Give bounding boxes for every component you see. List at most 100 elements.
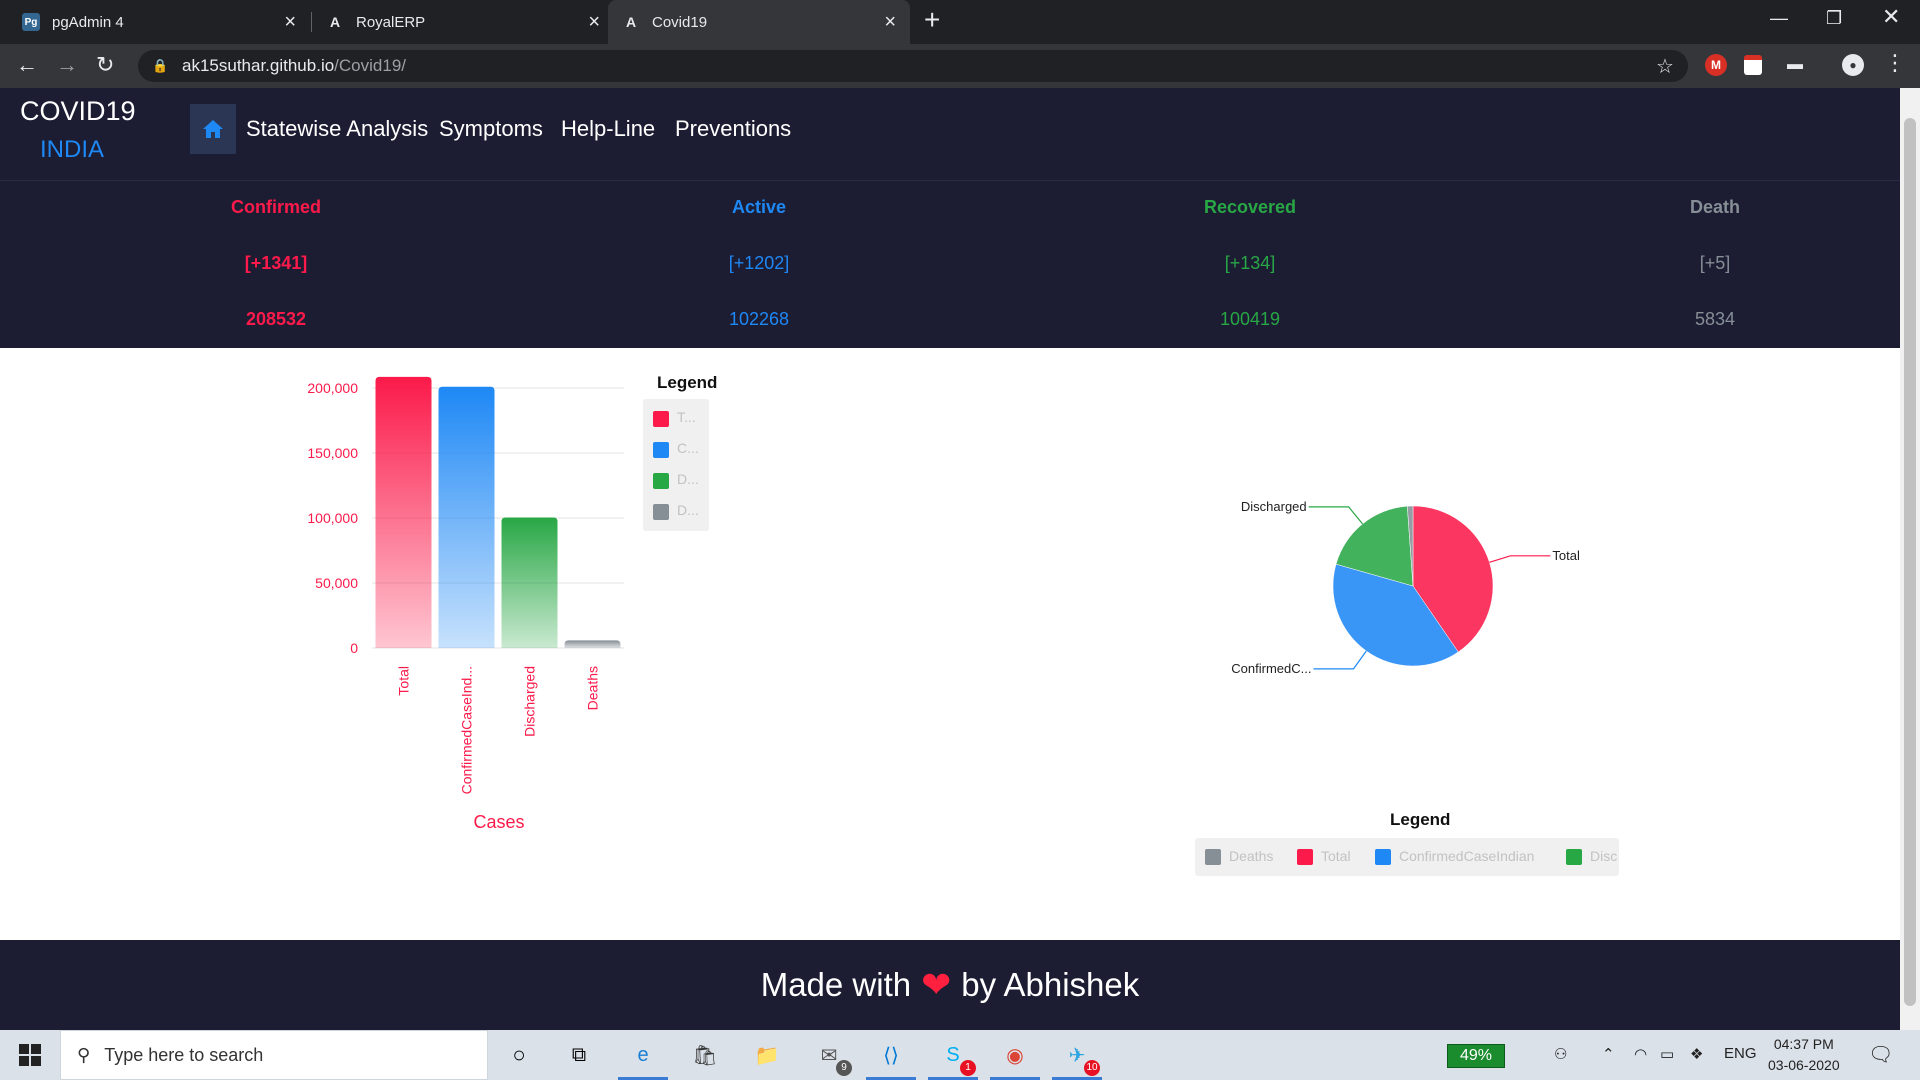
angular-icon: A xyxy=(625,14,637,30)
search-icon: ⚲ xyxy=(77,1044,91,1065)
brand-subtitle[interactable]: INDIA xyxy=(40,136,105,163)
url-host: ak15suthar.github.io xyxy=(182,56,335,75)
taskbar-search-input[interactable]: ⚲ Type here to search xyxy=(60,1030,488,1080)
dropbox-icon[interactable]: ❖ xyxy=(1690,1046,1704,1063)
legend-swatch[interactable] xyxy=(653,504,669,520)
legend-label[interactable]: Total xyxy=(1321,848,1351,864)
bar-deaths[interactable] xyxy=(564,640,621,648)
legend-label[interactable]: Disc xyxy=(1590,848,1618,864)
bar-x-axis-title: Cases xyxy=(473,812,524,832)
file-explorer-icon[interactable]: 📁 xyxy=(754,1044,780,1067)
cast-extension-icon[interactable]: ▬ xyxy=(1787,56,1803,73)
page-scrollbar[interactable] xyxy=(1900,88,1920,1030)
recovered-label: Recovered xyxy=(1203,197,1297,217)
nav-preventions[interactable]: Preventions xyxy=(675,116,792,141)
pie-legend-title: Legend xyxy=(1390,810,1451,829)
menu-dots-icon[interactable]: ⋮ xyxy=(1884,50,1906,75)
x-tick-label: Discharged xyxy=(522,666,538,737)
store-icon[interactable]: 🛍 xyxy=(692,1044,718,1067)
home-button[interactable] xyxy=(190,104,236,154)
mail-icon[interactable]: ✉ 9 xyxy=(812,1038,852,1076)
stats-panel xyxy=(0,180,1900,348)
skype-badge: 1 xyxy=(960,1060,976,1076)
pie-label: ConfirmedC... xyxy=(1231,661,1311,676)
tab-title: Covid19 xyxy=(652,13,708,31)
x-tick-label: Total xyxy=(396,666,412,696)
notifications-icon[interactable]: 🗨 xyxy=(1868,1044,1894,1066)
legend-swatch[interactable] xyxy=(1375,849,1391,865)
nav-symptoms[interactable]: Symptoms xyxy=(439,116,543,141)
url-input[interactable]: 🔒 ak15suthar.github.io/Covid19/ xyxy=(138,50,1688,82)
tab-royalerp[interactable]: A RoyalERP × xyxy=(312,0,614,44)
vscode-icon[interactable]: ⟨⟩ xyxy=(866,1038,916,1080)
pie-slice-confirmedc[interactable] xyxy=(1332,563,1459,667)
bar-chart: 200,000 150,000 100,000 50,000 0 Total Confir… xyxy=(307,376,624,832)
legend-label[interactable]: T... xyxy=(677,409,696,425)
close-icon[interactable]: × xyxy=(884,11,896,33)
people-icon[interactable]: ⚇ xyxy=(1554,1046,1568,1063)
mcafee-extension-icon[interactable]: M xyxy=(1705,54,1727,76)
tab-title: pgAdmin 4 xyxy=(52,13,124,31)
pie-label-line xyxy=(1308,506,1363,525)
battery-indicator[interactable]: 49% xyxy=(1447,1044,1505,1068)
edge-icon[interactable]: e xyxy=(618,1038,668,1080)
back-icon[interactable]: ← xyxy=(16,52,38,77)
clock-date: 03-06-2020 xyxy=(1768,1057,1840,1073)
close-icon[interactable]: × xyxy=(588,11,600,33)
minimize-icon[interactable]: — xyxy=(1770,8,1788,28)
chrome-icon[interactable]: ◉ xyxy=(990,1038,1040,1080)
bar-confirmedcaseind[interactable] xyxy=(438,386,495,648)
brand-title[interactable]: COVID19 xyxy=(20,96,136,126)
tab-separator xyxy=(311,12,312,32)
forward-icon[interactable]: → xyxy=(56,52,78,77)
profile-avatar-icon[interactable]: ● xyxy=(1842,54,1864,76)
close-icon[interactable]: × xyxy=(284,11,296,33)
pie-label-line xyxy=(1313,650,1367,670)
windows-start-icon[interactable] xyxy=(13,1038,47,1072)
telegram-badge: 10 xyxy=(1084,1060,1100,1076)
legend-swatch[interactable] xyxy=(653,473,669,489)
reload-icon[interactable]: ↻ xyxy=(96,52,115,77)
recovered-total: 100419 xyxy=(1219,309,1281,329)
legend-swatch[interactable] xyxy=(653,442,669,458)
legend-label[interactable]: D... xyxy=(677,502,699,518)
telegram-icon[interactable]: ✈ 10 xyxy=(1052,1038,1102,1080)
taskbar-clock[interactable]: 04:37 PM 03-06-2020 xyxy=(1768,1034,1840,1076)
legend-label[interactable]: D... xyxy=(677,471,699,487)
cortana-icon[interactable]: ○ xyxy=(512,1042,526,1067)
chevron-up-icon[interactable]: ⌃ xyxy=(1602,1046,1615,1063)
y-tick-label: 100,000 xyxy=(307,510,358,526)
battery-icon[interactable]: ▭ xyxy=(1660,1046,1675,1063)
task-view-icon[interactable]: ⧉ xyxy=(571,1043,587,1066)
death-label: Death xyxy=(1689,197,1740,217)
legend-label[interactable]: ConfirmedCaseIndian xyxy=(1399,848,1535,864)
tab-title: RoyalERP xyxy=(356,13,426,31)
bookmark-star-icon[interactable]: ☆ xyxy=(1656,56,1674,78)
tab-covid19[interactable]: A Covid19 × xyxy=(608,0,910,44)
language-indicator[interactable]: ENG xyxy=(1724,1045,1757,1062)
legend-label[interactable]: C... xyxy=(677,440,699,456)
legend-label[interactable]: Deaths xyxy=(1229,848,1274,864)
legend-swatch[interactable] xyxy=(653,411,669,427)
scrollbar-thumb[interactable] xyxy=(1904,118,1916,1006)
active-total: 102268 xyxy=(728,309,790,329)
new-tab-button[interactable]: + xyxy=(924,4,941,35)
nav-help-line[interactable]: Help-Line xyxy=(561,116,656,141)
calendar-extension-icon[interactable] xyxy=(1744,55,1762,75)
y-tick-label: 0 xyxy=(350,640,358,656)
window-close-icon[interactable]: ✕ xyxy=(1882,4,1901,29)
legend-swatch[interactable] xyxy=(1297,849,1313,865)
wifi-icon[interactable]: ◠ xyxy=(1634,1046,1648,1063)
restore-icon[interactable]: ❐ xyxy=(1826,8,1843,28)
y-tick-label: 50,000 xyxy=(315,575,358,591)
tab-pgadmin[interactable]: Pg pgAdmin 4 × xyxy=(8,0,310,44)
legend-swatch[interactable] xyxy=(1566,849,1582,865)
pie-slice-total[interactable] xyxy=(1412,505,1494,653)
bar-discharged[interactable] xyxy=(501,517,558,648)
nav-statewise-analysis[interactable]: Statewise Analysis xyxy=(246,116,429,141)
legend-swatch[interactable] xyxy=(1205,849,1221,865)
pie-slice-deaths[interactable] xyxy=(1407,505,1414,587)
bar-total[interactable] xyxy=(375,376,432,648)
